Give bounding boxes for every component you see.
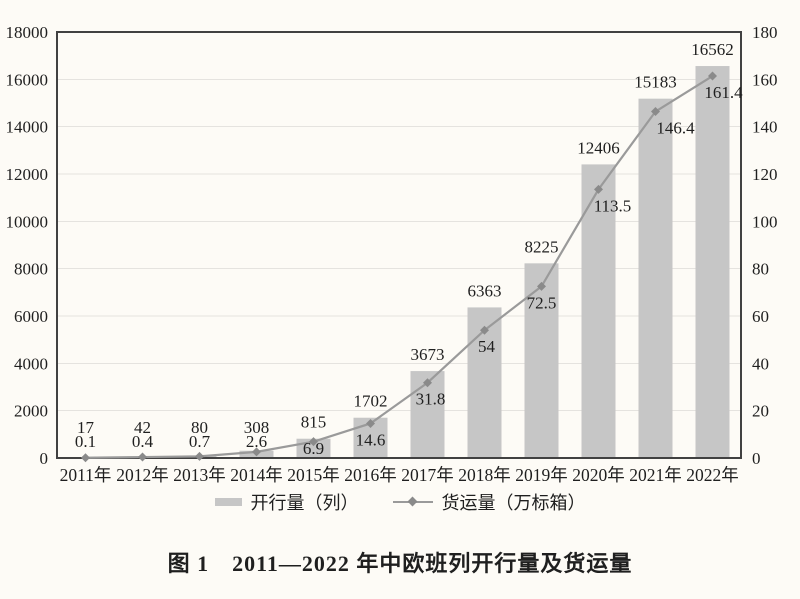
bar-value-label: 15183 — [634, 73, 677, 92]
axis-tick-label-right: 0 — [752, 449, 761, 468]
axis-tick-label-left: 4000 — [14, 354, 48, 373]
axis-tick-label-right: 40 — [752, 354, 769, 373]
axis-tick-label-right: 60 — [752, 307, 769, 326]
line-marker — [138, 452, 147, 462]
x-axis-label: 2011年 — [60, 465, 112, 485]
legend-item-trains: 开行量（列） — [214, 489, 359, 515]
axis-tick-label-right: 140 — [752, 118, 778, 137]
bar-value-label: 16562 — [691, 40, 734, 59]
legend-label-freight: 货运量（万标箱） — [441, 493, 586, 513]
line-marker — [537, 281, 546, 291]
line-marker — [708, 71, 717, 81]
line-value-label: 14.6 — [356, 430, 386, 449]
x-axis-label: 2018年 — [458, 465, 511, 485]
figure-caption: 图 1 2011—2022 年中欧班列开行量及货运量 — [167, 551, 633, 576]
line-value-label: 113.5 — [594, 196, 632, 215]
legend-item-freight: 货运量（万标箱） — [392, 489, 586, 515]
x-axis-label: 2013年 — [173, 465, 226, 485]
bar-value-label: 1702 — [354, 392, 388, 411]
line-value-label: 2.6 — [246, 432, 267, 451]
line-value-label: 6.9 — [303, 439, 324, 458]
line-path — [85, 75, 714, 459]
plot-border — [56, 31, 742, 459]
x-axis-label: 2022年 — [686, 465, 739, 485]
line-value-label: 0.1 — [75, 432, 96, 451]
axis-tick-label-right: 100 — [752, 212, 778, 231]
axis-tick-label-right: 20 — [752, 402, 769, 421]
bar-value-label: 308 — [244, 418, 270, 437]
axis-tick-label-left: 2000 — [14, 402, 48, 421]
line-marker — [423, 378, 432, 388]
bar — [581, 164, 616, 458]
x-axis-label: 2012年 — [116, 465, 169, 485]
x-axis-label: 2014年 — [230, 465, 283, 485]
line-value-label: 72.5 — [527, 293, 557, 312]
x-axis-label: 2020年 — [572, 465, 625, 485]
axis-tick-label-left: 16000 — [6, 70, 49, 89]
bar-value-label: 3673 — [411, 345, 445, 364]
line-marker-icon — [392, 496, 433, 508]
legend-label-trains: 开行量（列） — [250, 493, 359, 513]
line-value-label: 0.7 — [189, 432, 211, 451]
bar-value-label: 17 — [77, 418, 95, 437]
line-value-label: 161.4 — [704, 83, 743, 102]
axis-tick-label-right: 120 — [752, 165, 778, 184]
x-axis-label: 2017年 — [401, 465, 454, 485]
bar-value-label: 8225 — [525, 237, 559, 256]
line-value-label: 54 — [478, 337, 496, 356]
chart-legend: 开行量（列） 货运量（万标箱） — [0, 490, 800, 514]
line-marker — [195, 451, 204, 461]
line-marker — [480, 325, 489, 335]
axis-tick-label-left: 10000 — [6, 212, 49, 231]
axis-tick-label-left: 8000 — [14, 260, 48, 279]
bar-value-label: 6363 — [468, 281, 502, 300]
line-marker — [309, 437, 318, 447]
axis-tick-label-left: 6000 — [14, 307, 48, 326]
bar-value-label: 42 — [134, 418, 151, 437]
chart-canvas: 0 2000 4000 6000 8000 10000 12000 14000 16000 180… — [6, 23, 778, 485]
line-value-label: 146.4 — [656, 119, 695, 138]
x-axis-label: 2021年 — [629, 465, 682, 485]
line-marker — [651, 107, 660, 117]
axis-tick-label-left: 14000 — [6, 118, 49, 137]
line-value-label: 0.4 — [132, 432, 154, 451]
line-value-label: 31.8 — [416, 390, 446, 409]
line-marker — [594, 184, 603, 194]
x-axis-label: 2019年 — [515, 465, 568, 485]
bar — [695, 66, 730, 459]
axis-tick-label-right: 180 — [752, 23, 778, 42]
x-axis-label: 2016年 — [344, 465, 397, 485]
bar-swatch-icon — [214, 498, 242, 506]
axis-tick-label-left: 0 — [40, 449, 49, 468]
bar-value-label: 815 — [301, 413, 327, 432]
axis-tick-label-right: 160 — [752, 70, 778, 89]
line-marker — [252, 447, 261, 457]
bar — [638, 98, 673, 458]
line-marker — [81, 453, 90, 463]
axis-tick-label-left: 12000 — [6, 165, 49, 184]
axis-tick-label-right: 80 — [752, 260, 769, 279]
axis-tick-label-left: 18000 — [6, 23, 49, 42]
x-axis-label: 2015年 — [287, 465, 340, 485]
line-marker — [366, 418, 375, 428]
bar-value-label: 80 — [191, 418, 208, 437]
bar-value-label: 12406 — [577, 138, 620, 157]
